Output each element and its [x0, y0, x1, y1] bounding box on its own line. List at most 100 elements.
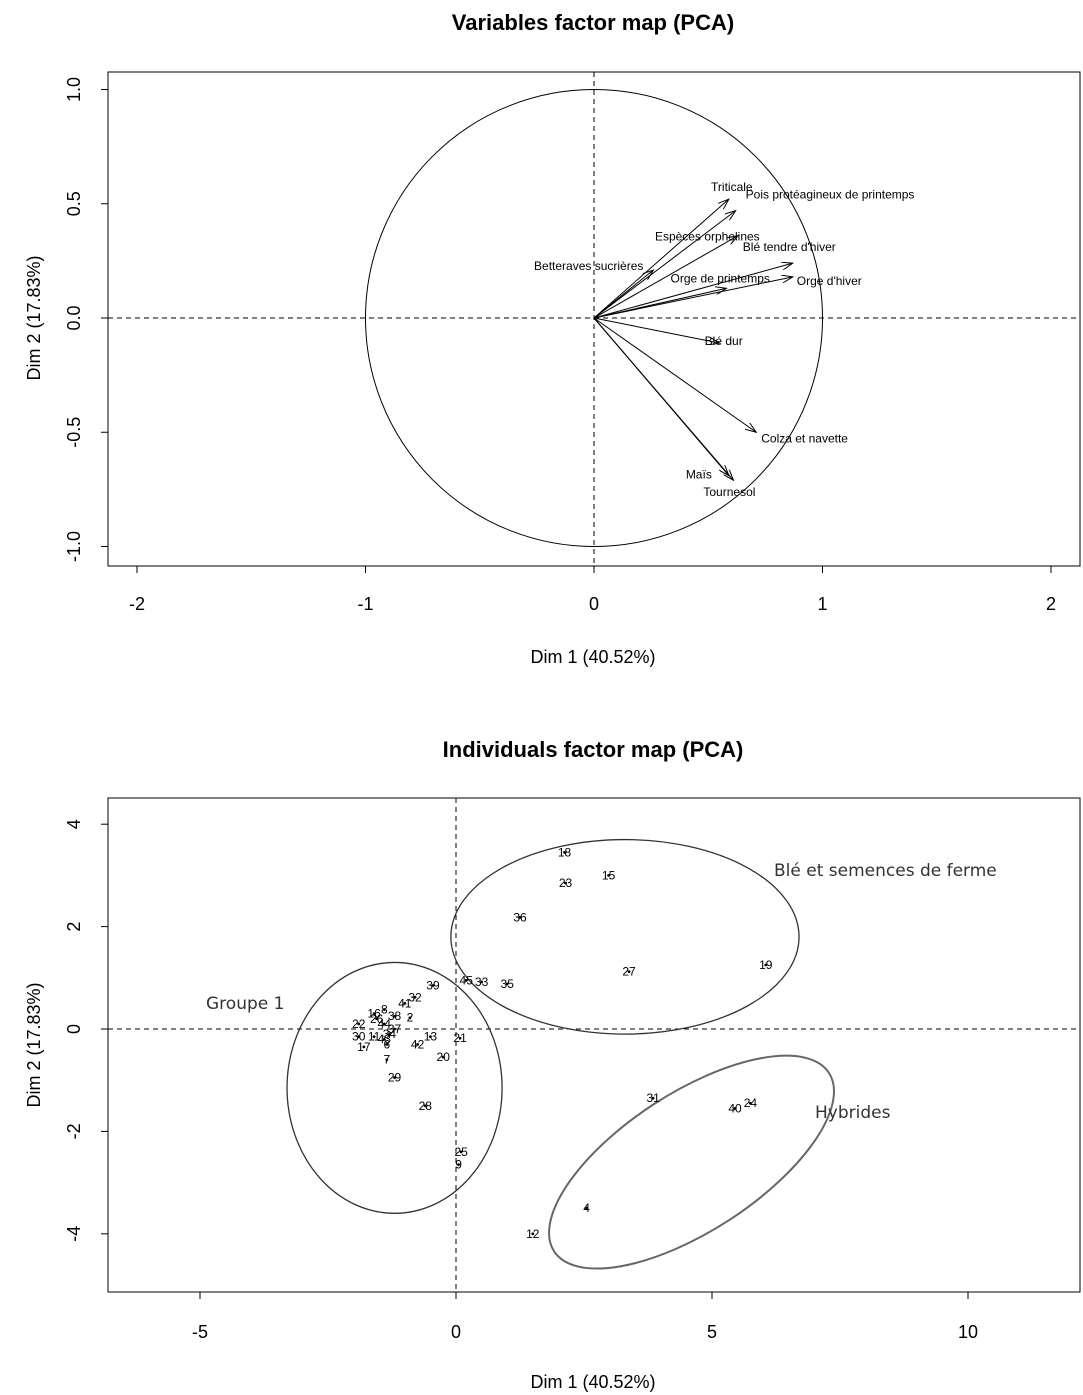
individual-label: 27: [622, 965, 636, 979]
variable-label: Blé tendre d'hiver: [743, 240, 836, 254]
individual-point: [382, 1008, 386, 1011]
y-tick-label: 0.0: [64, 305, 84, 330]
individual-label: 16: [367, 1007, 381, 1021]
individual-label: 36: [513, 910, 527, 924]
x-tick-label: 10: [958, 1322, 978, 1342]
y-tick-label: 0.5: [64, 191, 84, 216]
individual-point: [441, 1055, 445, 1059]
individual-point: [459, 1150, 463, 1154]
individual-label: 19: [759, 958, 773, 972]
group-annotation: Groupe 1: [206, 994, 284, 1014]
y-tick-label: -1.0: [64, 531, 84, 562]
y-tick-label: -4: [64, 1226, 84, 1242]
individual-point: [403, 1002, 407, 1005]
x-tick-label: -1: [357, 594, 373, 614]
x-tick-label: -2: [129, 594, 145, 614]
individual-label: 20: [437, 1050, 451, 1064]
variable-label: Orge d'hiver: [797, 274, 862, 288]
individual-point: [413, 995, 417, 999]
individual-label: 26: [370, 1012, 384, 1026]
variable-label: Tournesol: [703, 485, 755, 499]
variable-label: Orge de printemps: [671, 271, 770, 285]
variable-label: Colza et navette: [761, 431, 848, 445]
individual-label: 41: [398, 996, 412, 1010]
individual-point: [531, 1232, 535, 1236]
individual-label: 25: [454, 1145, 468, 1159]
variable-arrow: [593, 317, 756, 432]
individual-point: [393, 1027, 396, 1031]
individual-point: [382, 1037, 386, 1041]
individual-point: [357, 1035, 361, 1039]
variable-label: Blé dur: [705, 334, 743, 348]
y-tick-label: 0: [64, 1024, 84, 1034]
individual-point: [505, 982, 509, 986]
variables-chart: Variables factor map (PCA) TriticalePois…: [24, 10, 1081, 667]
individual-label: 32: [408, 990, 422, 1004]
y-tick-label: 2: [64, 922, 84, 932]
individual-point: [372, 1012, 376, 1016]
individual-label: 37: [388, 1022, 402, 1036]
individual-point: [357, 1022, 361, 1026]
y-tick-label: -2: [64, 1123, 84, 1139]
individual-point: [429, 1035, 432, 1039]
individual-point: [408, 1016, 412, 1020]
individual-label: 15: [602, 868, 616, 882]
individual-point: [585, 1206, 588, 1210]
individual-label: 30: [352, 1030, 366, 1044]
individual-point: [518, 915, 522, 919]
individual-point: [393, 1076, 396, 1080]
individual-point: [457, 1163, 460, 1167]
variable-label: Espèces orphelines: [655, 230, 760, 244]
individual-point: [564, 881, 567, 885]
individual-label: 44: [378, 1017, 392, 1031]
individual-point: [416, 1042, 419, 1046]
individual-label: 40: [728, 1101, 742, 1115]
individual-point: [385, 1058, 389, 1062]
group-annotation: Blé et semences de ferme: [774, 861, 997, 881]
y-tick-label: 1.0: [64, 77, 84, 102]
variable-arrow: [593, 270, 653, 319]
individual-label: 39: [426, 978, 440, 992]
individual-point: [480, 980, 483, 984]
group-ellipse: [548, 1054, 835, 1270]
individual-point: [607, 874, 610, 877]
individuals-chart-title: Individuals factor map (PCA): [443, 737, 744, 762]
variable-label: Betteraves sucrières: [534, 259, 643, 273]
individual-label: 17: [357, 1040, 371, 1054]
variable-arrow: [593, 277, 793, 319]
individual-point: [431, 984, 435, 987]
x-tick-label: 0: [589, 594, 599, 614]
individual-point: [764, 963, 768, 967]
individual-point: [627, 970, 631, 974]
individual-label: 43: [378, 1032, 392, 1046]
individual-point: [362, 1045, 366, 1049]
individual-label: 13: [424, 1030, 438, 1044]
individuals-x-axis-title: Dim 1 (40.52%): [530, 1372, 655, 1392]
individuals-plot-frame: [107, 797, 1081, 1293]
individual-point: [393, 1014, 396, 1018]
group-annotation: Hybrides: [815, 1103, 891, 1123]
x-tick-label: 0: [451, 1322, 461, 1342]
variable-arrow: [593, 199, 729, 319]
variable-arrow: [593, 317, 733, 480]
variables-chart-title: Variables factor map (PCA): [452, 10, 734, 35]
individual-label: 35: [501, 977, 515, 991]
individual-label: 33: [475, 975, 489, 989]
individual-label: 23: [559, 876, 573, 890]
individual-point: [375, 1017, 379, 1021]
variable-label: Pois protéagineux de printemps: [746, 188, 915, 202]
individual-label: 11: [368, 1030, 381, 1044]
individual-label: 21: [453, 1031, 467, 1045]
y-tick-label: 4: [64, 819, 84, 829]
individual-label: 12: [526, 1227, 540, 1241]
variable-label: Maïs: [686, 468, 712, 482]
individual-label: 18: [558, 845, 572, 859]
individual-label: 8: [381, 1003, 388, 1017]
group-ellipse: [286, 961, 503, 1214]
x-tick-label: 2: [1046, 594, 1056, 614]
individual-label: 34: [383, 1027, 397, 1041]
individual-label: 6: [384, 1037, 391, 1051]
variable-arrow: [593, 263, 793, 319]
